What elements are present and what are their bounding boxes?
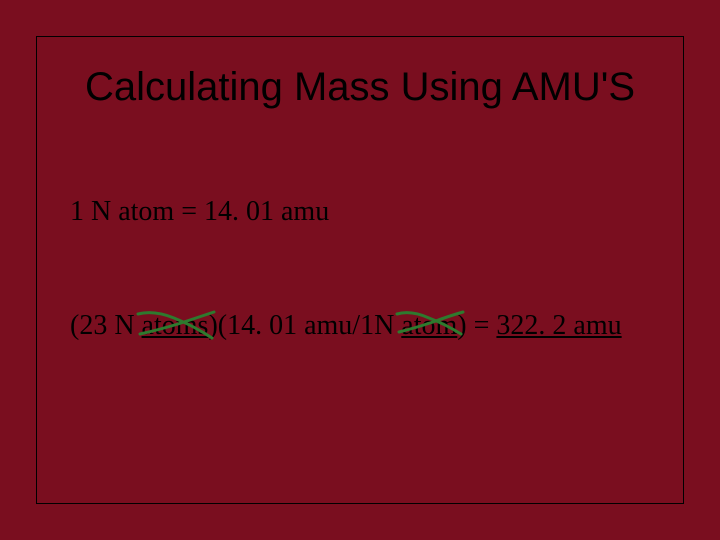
equation-line-1: 1 N atom = 14. 01 amu	[70, 196, 329, 228]
slide-title: Calculating Mass Using AMU'S	[0, 64, 720, 110]
result-text: 322. 2 amu	[496, 310, 621, 341]
atoms-text: atoms	[142, 310, 209, 341]
eq2-part1: (23 N	[70, 310, 142, 341]
atoms-crossed: atoms	[142, 310, 209, 342]
eq2-part2: )(14. 01 amu/1N	[208, 310, 401, 341]
eq2-part3: ) =	[457, 310, 496, 341]
atom-text: atom	[401, 310, 457, 341]
equation-line-2: (23 N atoms)(14. 01 amu/1N atom) = 322. …	[70, 310, 622, 342]
atom-crossed: atom	[401, 310, 457, 342]
